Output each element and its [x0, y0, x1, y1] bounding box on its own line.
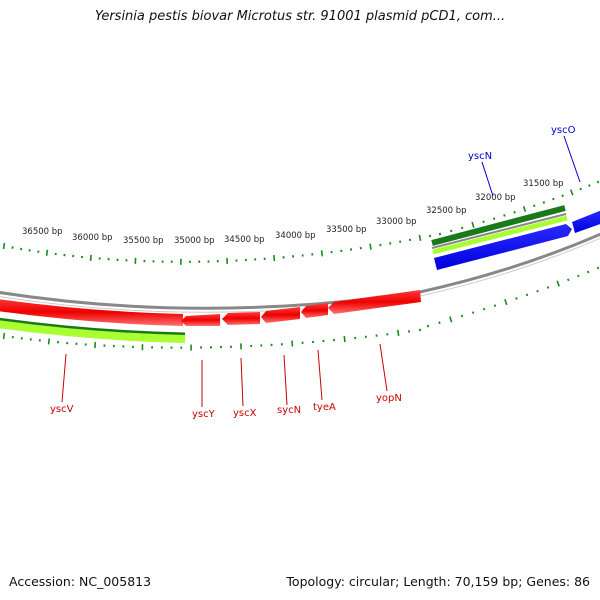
gene-label[interactable]: yscN — [468, 151, 492, 162]
leader-sycN — [283, 354, 288, 406]
minor-tick — [588, 184, 591, 187]
minor-tick — [513, 210, 516, 214]
minor-tick — [461, 226, 464, 230]
minor-tick — [596, 266, 600, 270]
scale-label: 33000 bp — [376, 217, 417, 227]
minor-tick — [493, 304, 497, 307]
major-tick — [320, 250, 324, 257]
scale-ticks-outer — [2, 180, 600, 265]
minor-tick — [596, 180, 600, 184]
gene-yscN[interactable] — [434, 224, 572, 270]
scale-label: 36000 bp — [72, 233, 113, 243]
major-tick — [89, 254, 92, 261]
major-tick — [45, 249, 49, 256]
leader-yopN — [379, 343, 388, 392]
gc-band-mid-right — [431, 213, 567, 249]
minor-tick — [533, 204, 536, 208]
scale-label: 35000 bp — [174, 236, 215, 246]
minor-tick — [460, 314, 464, 318]
major-tick — [47, 338, 50, 345]
major-tick — [2, 242, 6, 250]
scale-label: 34000 bp — [275, 231, 316, 241]
map-title: Yersinia pestis biovar Microtus str. 910… — [94, 9, 506, 24]
major-tick — [343, 336, 346, 343]
scale-label: 34500 bp — [224, 235, 265, 245]
gene-sycN[interactable] — [261, 307, 300, 323]
scale-labels: 36500 bp 36000 bp 35500 bp 35000 bp 3450… — [22, 179, 564, 246]
scale-label: 32000 bp — [475, 193, 516, 203]
major-tick — [369, 243, 372, 250]
gc-band-light-right — [432, 215, 568, 255]
minor-tick — [438, 232, 442, 236]
major-tick — [504, 299, 508, 306]
gc-band-dark-right — [431, 205, 566, 246]
gene-tyeA[interactable] — [301, 303, 328, 318]
gene-label[interactable]: tyeA — [313, 402, 336, 413]
minor-tick — [546, 286, 550, 289]
minor-tick — [482, 307, 486, 311]
scale-label: 36500 bp — [22, 227, 63, 237]
minor-tick — [438, 321, 441, 325]
scale-ticks-inner — [2, 266, 600, 351]
scale-label: 31500 bp — [523, 179, 564, 189]
gene-label[interactable]: yscX — [233, 408, 257, 419]
minor-tick — [503, 214, 506, 217]
gc-band-light-left — [0, 320, 186, 343]
minor-tick — [586, 270, 590, 274]
gene-label-leaders — [61, 135, 581, 407]
leader-yscV — [61, 353, 67, 403]
minor-tick — [515, 297, 518, 300]
accession-text: Accession: NC_005813 — [9, 574, 152, 589]
gene-yopN[interactable] — [328, 290, 421, 314]
gene-label[interactable]: yopN — [376, 393, 402, 404]
minor-tick — [450, 229, 453, 233]
major-tick — [449, 316, 453, 323]
topology-stats-text: Topology: circular; Length: 70,159 bp; G… — [286, 574, 590, 589]
minor-tick — [426, 324, 430, 328]
scale-label: 32500 bp — [426, 206, 467, 216]
gene-label[interactable]: yscV — [50, 404, 74, 415]
gene-label[interactable]: yscY — [192, 409, 216, 420]
major-tick — [569, 189, 574, 196]
minor-tick — [542, 201, 546, 204]
minor-tick — [577, 274, 580, 278]
major-tick — [273, 255, 276, 262]
leader-yscO — [563, 135, 581, 183]
gene-label[interactable]: yscO — [551, 125, 576, 136]
leader-tyeA — [317, 349, 323, 401]
leader-yscN — [481, 161, 494, 197]
major-tick — [556, 280, 560, 287]
major-tick — [397, 329, 400, 337]
major-tick — [418, 234, 422, 242]
gene-yscX[interactable] — [222, 312, 260, 325]
major-tick — [522, 205, 527, 213]
gene-yscY[interactable] — [181, 314, 220, 326]
minor-tick — [552, 197, 555, 201]
gene-yscO[interactable] — [572, 210, 600, 233]
gene-labels: yscV yscY yscX sycN tyeA yopN yscN yscO — [50, 125, 576, 420]
minor-tick — [471, 311, 475, 314]
gene-yscV[interactable] — [0, 298, 183, 326]
minor-tick — [525, 293, 529, 297]
major-tick — [2, 332, 6, 340]
minor-tick — [561, 194, 564, 198]
minor-tick — [567, 278, 570, 282]
scale-label: 33500 bp — [326, 225, 367, 235]
scale-label: 35500 bp — [123, 236, 164, 246]
gc-band-dark-left — [0, 317, 186, 336]
minor-tick — [579, 187, 582, 191]
minor-tick — [482, 220, 485, 224]
minor-tick — [536, 289, 539, 293]
minor-tick — [492, 217, 496, 220]
gene-label[interactable]: sycN — [277, 405, 301, 416]
major-tick — [471, 221, 475, 228]
leader-yscX — [240, 357, 244, 407]
